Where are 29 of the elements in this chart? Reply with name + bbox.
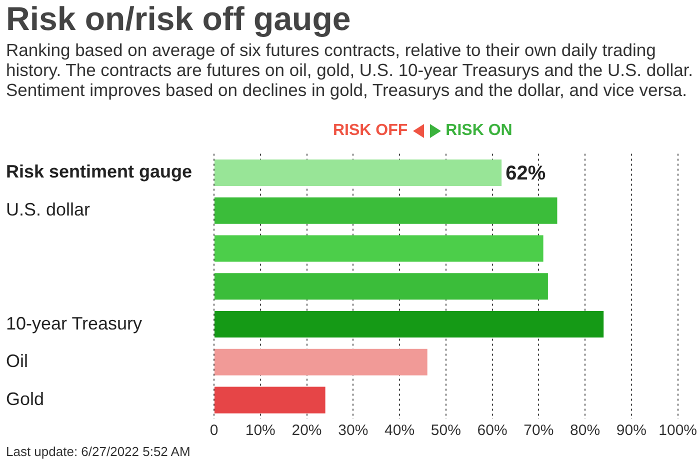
y-tick-label: U.S. dollar [6, 200, 90, 220]
x-tick-label: 80% [570, 422, 600, 440]
chart-title: Risk on/risk off gauge [6, 0, 351, 38]
text: RISK ON [446, 122, 512, 140]
y-tick-label: Oil [6, 351, 28, 372]
x-tick-label: 60% [477, 422, 508, 440]
y-tick-label: Risk sentiment gauge [6, 162, 192, 182]
x-tick-label: 90% [616, 422, 646, 440]
bar [214, 348, 428, 376]
bar [214, 235, 544, 262]
data-label: 62% [506, 162, 546, 184]
x-tick-label: 70% [524, 422, 554, 440]
x-tick-label: 30% [338, 422, 368, 440]
y-tick-label: 10-year Treasury [6, 313, 142, 334]
bar [214, 311, 604, 338]
chart-subtitle: Ranking based on average of six futures contracts, relative to their own daily trading history. The contracts are futures on oil, gold, U.S. 10-year Treasurys and the U.S. dollar. Sentiment improves based on declines in gold, Treasurys and the dollar, and vice versa. [6, 40, 694, 100]
x-tick-label: 50% [430, 422, 461, 440]
bar [214, 273, 548, 300]
x-tick-label: 100% [658, 422, 698, 440]
x-tick-label: 10% [245, 422, 276, 440]
text: RISK OFF [333, 122, 408, 140]
x-tick-label: 40% [384, 422, 415, 440]
bar [214, 197, 558, 224]
x-tick-label: 20% [292, 422, 322, 440]
y-tick-label: Gold [6, 389, 44, 410]
bar [214, 386, 326, 414]
x-tick-label: 0 [210, 422, 218, 440]
bar [214, 159, 502, 186]
text: Last update: 6/27/2022 5:52 AM [6, 444, 190, 459]
